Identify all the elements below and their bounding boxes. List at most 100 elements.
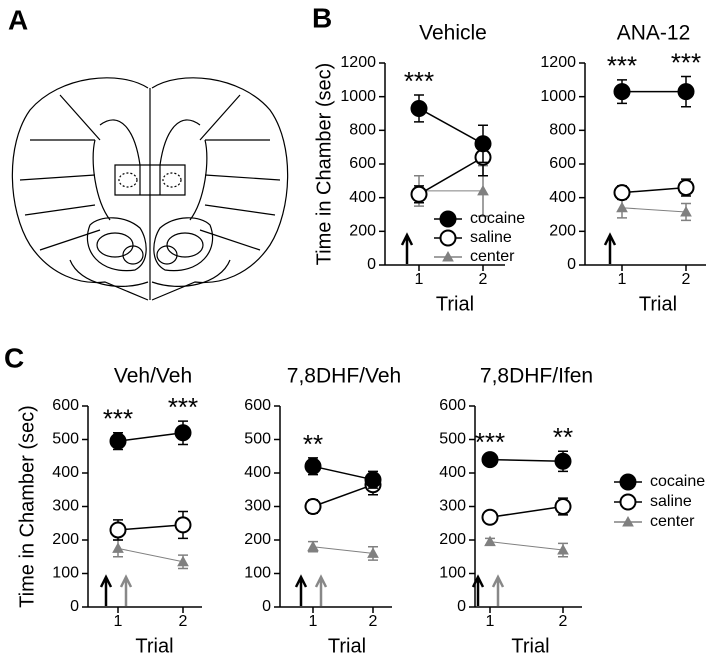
- y-tick-label: 300: [439, 498, 466, 515]
- panel-label: B: [312, 2, 332, 33]
- panel-label: A: [8, 4, 28, 35]
- legend-label: cocaine: [470, 210, 525, 227]
- y-axis-label: Time in Chamber (sec): [16, 405, 38, 608]
- y-tick-label: 400: [439, 464, 466, 481]
- data-point: [174, 516, 192, 534]
- data-point: [364, 471, 382, 489]
- data-point: [680, 205, 692, 217]
- legend-label: center: [470, 248, 515, 265]
- data-point: [304, 457, 322, 475]
- data-point: [307, 540, 319, 552]
- data-point: [109, 521, 127, 539]
- data-point: [481, 508, 499, 526]
- data-point: [484, 535, 496, 547]
- x-tick-label: 2: [479, 271, 488, 288]
- chart-title: ANA-12: [617, 22, 691, 45]
- y-tick-label: 200: [549, 223, 576, 240]
- legend-marker: [439, 229, 457, 247]
- y-tick-label: 0: [457, 598, 466, 615]
- data-point: [112, 542, 124, 553]
- x-tick-label: 1: [415, 271, 424, 288]
- y-tick-label: 500: [52, 431, 79, 448]
- trial-arrow: [491, 574, 505, 606]
- series-line: [489, 541, 564, 551]
- trial-arrow: [603, 232, 617, 264]
- data-point: [477, 184, 489, 196]
- significance-label: **: [553, 422, 573, 452]
- y-tick-label: 100: [52, 565, 79, 582]
- y-tick-label: 600: [439, 397, 466, 414]
- data-point: [474, 135, 492, 153]
- data-point: [554, 498, 572, 515]
- y-tick-label: 600: [349, 155, 376, 172]
- data-point: [174, 424, 192, 442]
- y-tick-label: 800: [349, 122, 376, 139]
- significance-label: ***: [103, 404, 133, 434]
- y-tick-label: 0: [262, 598, 271, 615]
- y-tick-label: 600: [244, 397, 271, 414]
- data-point: [616, 201, 628, 213]
- y-tick-label: 1000: [540, 88, 576, 105]
- series-line: [418, 107, 484, 145]
- y-tick-label: 200: [52, 531, 79, 548]
- data-point: [677, 83, 695, 101]
- chart-title: Veh/Veh: [114, 365, 192, 388]
- legend-marker: [619, 473, 637, 491]
- legend-label: center: [650, 513, 695, 530]
- legend-marker: [442, 250, 454, 262]
- x-tick-label: 1: [309, 613, 318, 630]
- x-tick-label: 1: [618, 271, 627, 288]
- y-tick-label: 0: [70, 598, 79, 615]
- chart-title: 7,8DHF/Veh: [287, 365, 401, 388]
- y-tick-label: 400: [549, 189, 576, 206]
- series-line: [489, 458, 564, 463]
- trial-arrow: [294, 574, 308, 606]
- data-point: [410, 99, 428, 117]
- data-point: [554, 452, 572, 470]
- x-tick-label: 2: [179, 613, 188, 630]
- x-tick-label: 2: [369, 613, 378, 630]
- data-point: [367, 547, 379, 558]
- data-point: [109, 432, 127, 450]
- legend-marker: [622, 515, 634, 527]
- series-line: [312, 546, 374, 554]
- data-point: [613, 184, 631, 202]
- x-tick-label: 1: [114, 613, 123, 630]
- trial-arrow: [471, 574, 485, 606]
- series-line: [489, 505, 564, 518]
- significance-label: **: [303, 429, 323, 459]
- y-tick-label: 1200: [340, 54, 376, 71]
- y-tick-label: 0: [567, 256, 576, 273]
- trial-arrow: [400, 232, 414, 264]
- y-tick-label: 500: [439, 431, 466, 448]
- significance-label: ***: [168, 392, 198, 422]
- data-point: [304, 498, 322, 515]
- y-tick-label: 600: [52, 397, 79, 414]
- series-line: [117, 547, 184, 563]
- significance-label: ***: [404, 66, 434, 96]
- legend-label: saline: [650, 493, 692, 510]
- x-axis-label: Trial: [328, 635, 366, 657]
- x-axis-label: Trial: [135, 635, 173, 657]
- series-line: [418, 156, 484, 195]
- significance-label: ***: [671, 47, 701, 77]
- chart-title: Vehicle: [419, 22, 487, 45]
- series-line: [117, 432, 184, 442]
- x-tick-label: 2: [682, 271, 691, 288]
- data-point: [557, 544, 569, 555]
- y-tick-label: 200: [244, 531, 271, 548]
- trial-arrow: [314, 574, 328, 606]
- series-line: [117, 524, 184, 531]
- y-tick-label: 500: [244, 431, 271, 448]
- y-tick-label: 400: [349, 189, 376, 206]
- series-line: [621, 207, 687, 213]
- significance-label: ***: [607, 51, 637, 81]
- y-tick-label: 400: [52, 464, 79, 481]
- y-tick-label: 100: [439, 565, 466, 582]
- trial-arrow: [119, 574, 133, 606]
- y-tick-label: 600: [549, 155, 576, 172]
- y-tick-label: 200: [349, 223, 376, 240]
- x-tick-label: 2: [559, 613, 568, 630]
- x-tick-label: 1: [486, 613, 495, 630]
